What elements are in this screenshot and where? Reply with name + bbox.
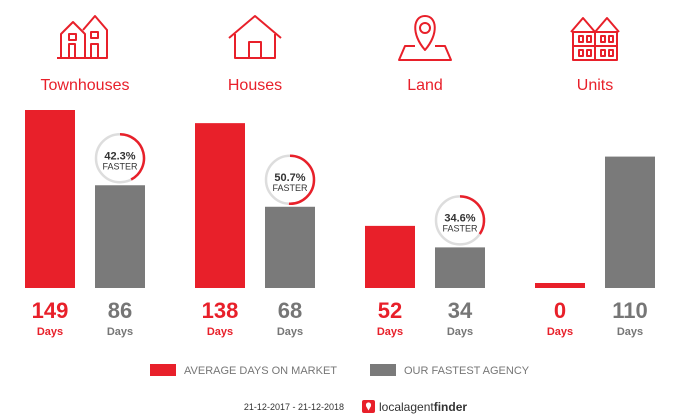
unit-label-market: Days — [207, 326, 233, 338]
bar-agency-townhouses — [95, 185, 145, 288]
bar-market-units — [535, 283, 585, 288]
footer: 21-12-2017 - 21-12-2018 localagentfinder — [244, 400, 467, 414]
brand-name-part1: localagent — [379, 400, 434, 414]
value-agency: 110 — [612, 298, 648, 323]
faster-ring-progress — [119, 133, 146, 181]
map-pin-icon — [398, 15, 452, 61]
category-label: Townhouses — [41, 77, 130, 94]
legend-swatch-agency — [370, 364, 396, 376]
bar-market-land — [365, 225, 415, 288]
unit-label-market: Days — [377, 326, 403, 338]
value-market: 138 — [202, 298, 239, 323]
category-group-houses: Houses 138 Days 68 Days — [195, 15, 315, 338]
unit-label-agency: Days — [277, 326, 303, 338]
value-agency: 86 — [108, 298, 132, 323]
faster-badge-houses: 50.7%FASTER — [264, 154, 316, 206]
legend-label-agency: OUR FASTEST AGENCY — [404, 365, 530, 377]
category-label: Houses — [228, 77, 282, 94]
bar-agency-land — [435, 247, 485, 288]
unit-label-agency: Days — [447, 326, 473, 338]
bar-market-houses — [195, 123, 245, 289]
faster-text: FASTER — [442, 223, 478, 233]
category-label: Land — [407, 77, 443, 94]
townhouse-icon — [57, 15, 108, 59]
legend: AVERAGE DAYS ON MARKET OUR FASTEST AGENCY — [150, 364, 530, 377]
unit-label-agency: Days — [617, 326, 643, 338]
faster-ring-progress — [459, 195, 486, 235]
legend-swatch-market — [150, 364, 176, 376]
units-icon — [570, 17, 620, 61]
faster-badge-land: 34.6%FASTER — [434, 195, 486, 246]
date-range: 21-12-2017 - 21-12-2018 — [244, 402, 344, 412]
house-icon — [228, 15, 282, 59]
unit-label-market: Days — [37, 326, 63, 338]
faster-percent: 34.6% — [444, 212, 475, 224]
bar-agency-units — [605, 156, 655, 288]
value-market: 149 — [32, 298, 69, 323]
value-market: 0 — [554, 298, 566, 323]
category-group-townhouses: Townhouses 149 Days 86 Days — [25, 15, 145, 338]
brand-name-part2: finder — [434, 400, 468, 414]
unit-label-market: Days — [547, 326, 573, 338]
faster-ring-progress — [288, 154, 316, 205]
bar-agency-houses — [265, 206, 315, 288]
faster-text: FASTER — [272, 183, 308, 193]
faster-text: FASTER — [102, 161, 138, 171]
brand-logo-icon — [362, 400, 375, 413]
value-agency: 68 — [278, 298, 302, 323]
faster-percent: 50.7% — [274, 172, 305, 184]
bar-market-townhouses — [25, 110, 75, 288]
category-group-land: Land 52 Days 34 Days — [365, 15, 485, 338]
value-agency: 34 — [448, 298, 473, 323]
value-market: 52 — [378, 298, 402, 323]
faster-badge-townhouses: 42.3%FASTER — [94, 133, 146, 184]
category-label: Units — [577, 77, 613, 94]
category-group-units: Units 0 Days 110 Days — [535, 17, 655, 338]
legend-label-market: AVERAGE DAYS ON MARKET — [184, 365, 337, 377]
faster-percent: 42.3% — [104, 150, 135, 162]
unit-label-agency: Days — [107, 326, 133, 338]
brand-name: localagentfinder — [379, 400, 467, 414]
